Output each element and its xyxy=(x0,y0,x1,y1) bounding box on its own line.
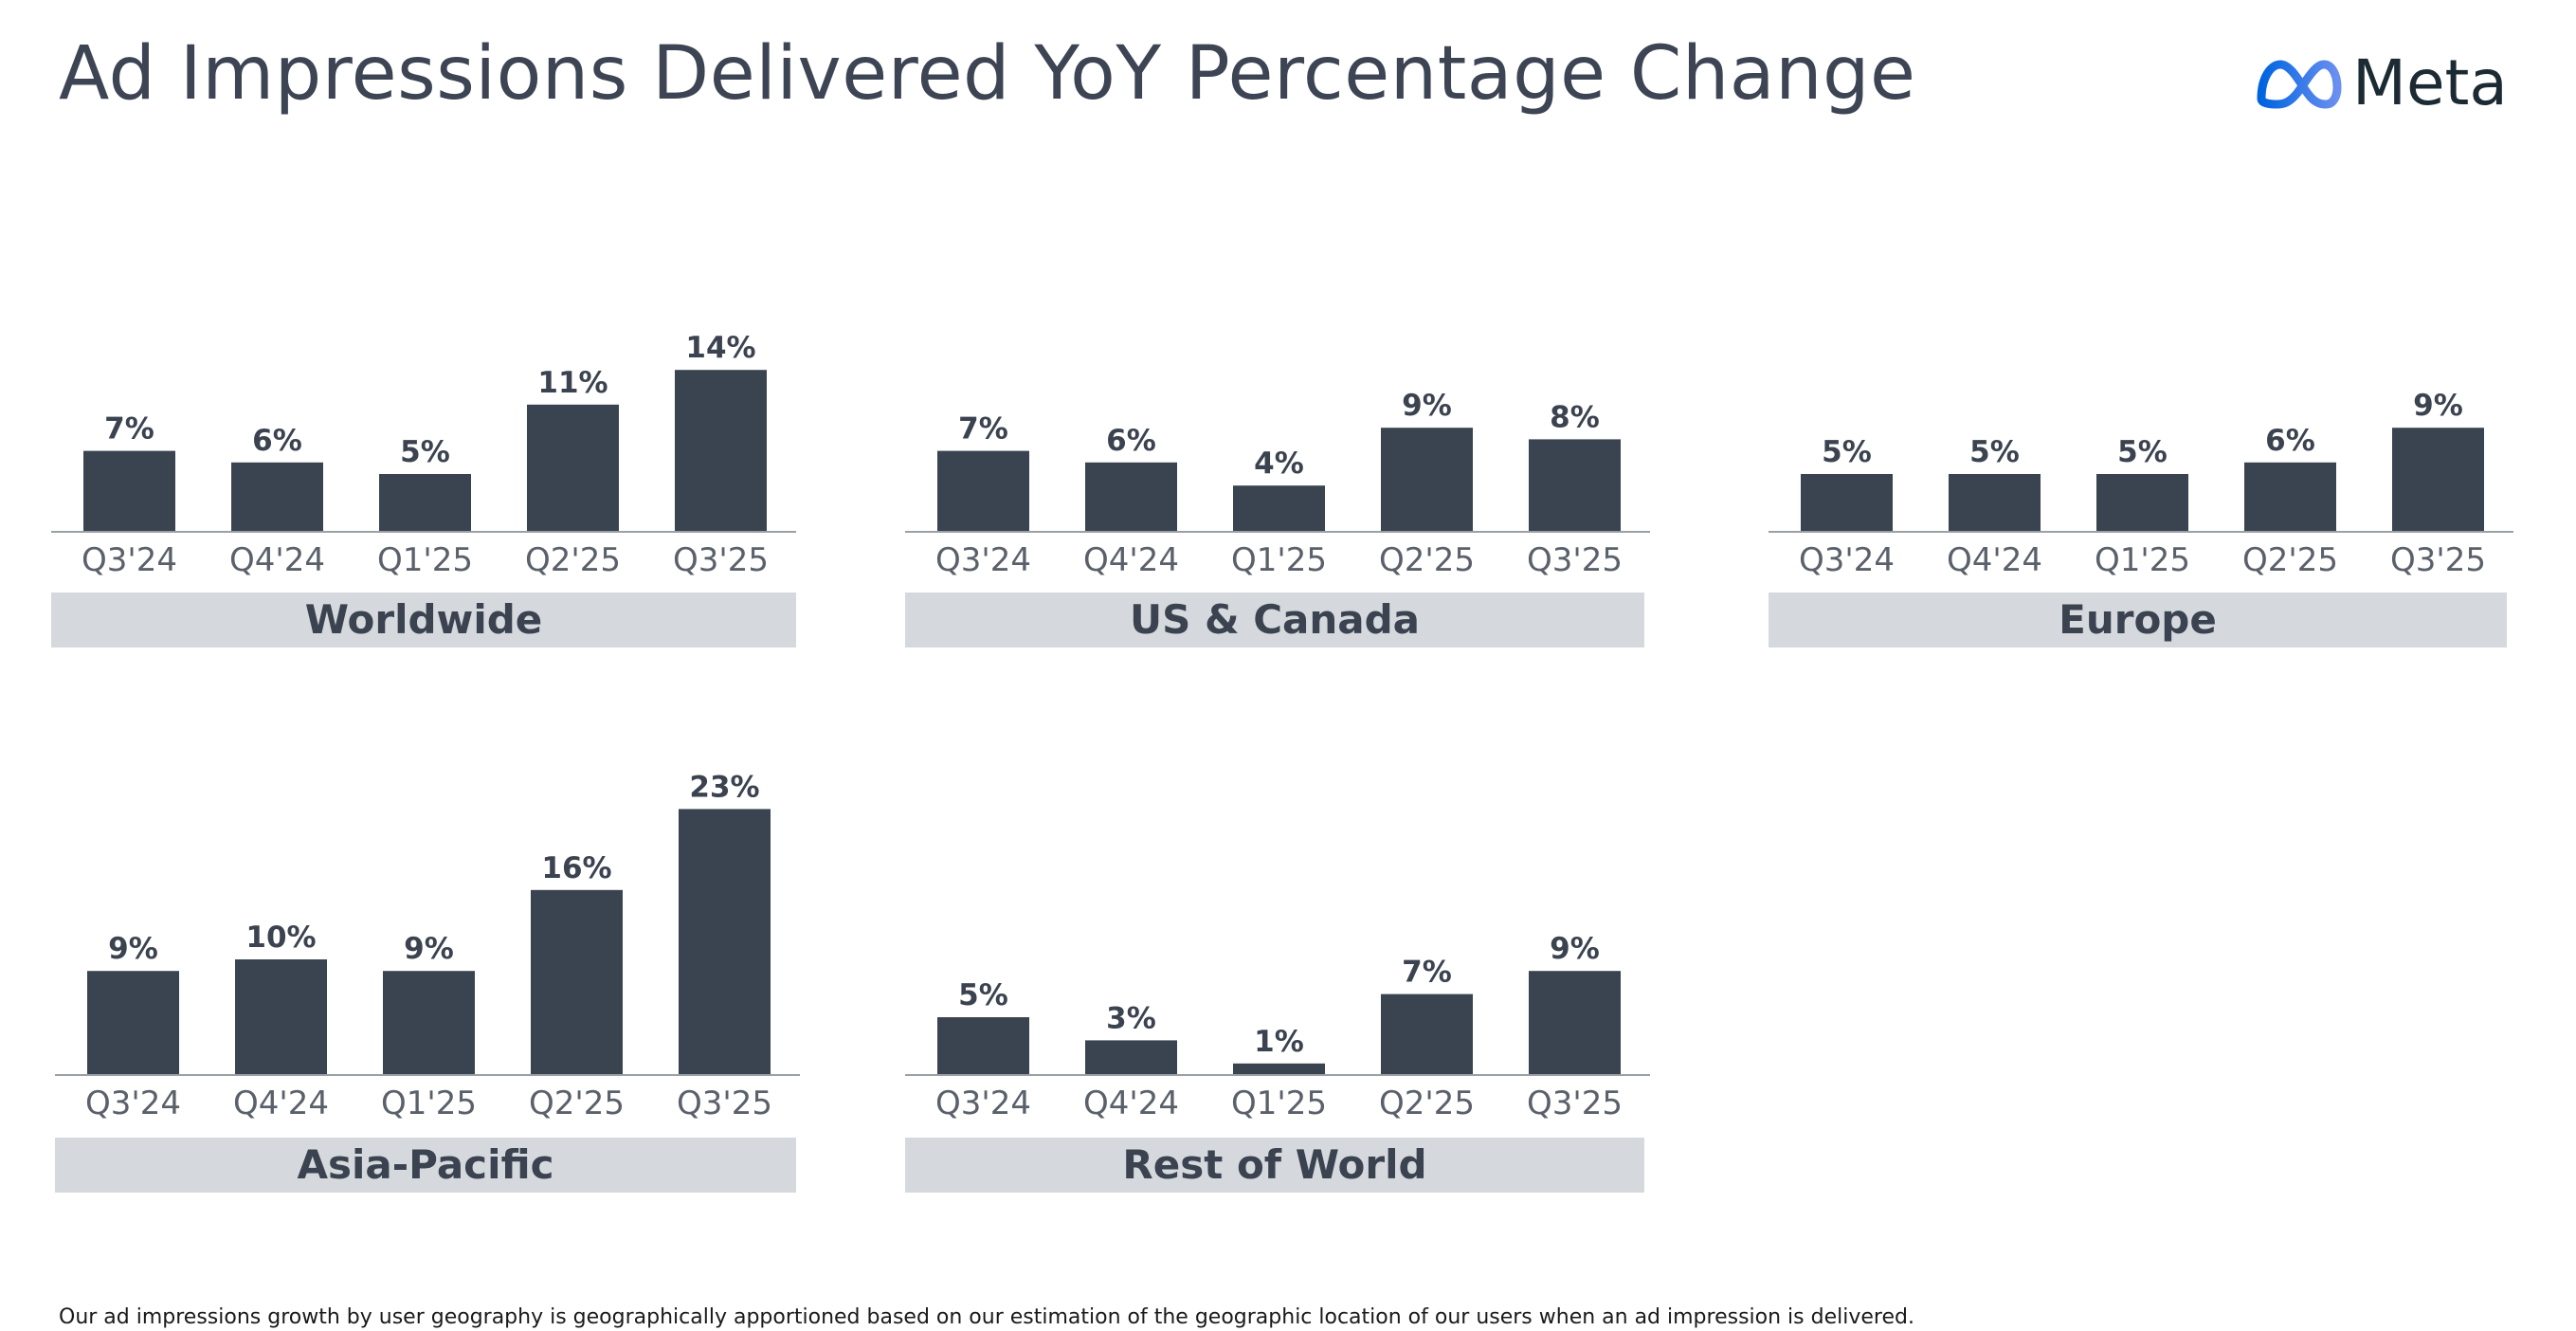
bar-europe-q2-25 xyxy=(2244,462,2336,532)
bar-us-canada-q3-25 xyxy=(1529,439,1621,532)
tick-label-asia-pacific-q3-24: Q3'24 xyxy=(85,1085,181,1122)
value-label-worldwide-q3-24: 7% xyxy=(104,412,154,447)
bar-rest-of-world-q3-24 xyxy=(937,1017,1029,1075)
panel-europe: 5% Q3'24 5% Q4'24 5% Q1'25 6% Q2'25 9% Q3'25 Euro… xyxy=(1769,104,2527,647)
bar-asia-pacific-q1-25 xyxy=(383,971,475,1075)
value-label-rest-of-world-q2-25: 7% xyxy=(1402,956,1452,990)
value-label-rest-of-world-q3-25: 9% xyxy=(1550,932,1600,966)
tick-label-us-canada-q3-24: Q3'24 xyxy=(935,541,1031,579)
value-label-us-canada-q3-24: 7% xyxy=(958,412,1008,447)
bar-europe-q4-24 xyxy=(1949,474,2041,532)
tick-label-europe-q3-24: Q3'24 xyxy=(1799,541,1895,579)
value-label-worldwide-q4-24: 6% xyxy=(252,424,302,458)
value-label-rest-of-world-q3-24: 5% xyxy=(958,978,1008,1012)
value-label-europe-q3-25: 9% xyxy=(2413,389,2463,423)
meta-logo: Meta xyxy=(2252,46,2508,121)
bar-worldwide-q4-24 xyxy=(231,462,323,532)
bar-europe-q3-25 xyxy=(2392,428,2484,532)
value-label-us-canada-q2-25: 9% xyxy=(1402,389,1452,423)
tick-label-rest-of-world-q1-25: Q1'25 xyxy=(1231,1085,1327,1122)
tick-label-europe-q4-24: Q4'24 xyxy=(1947,541,2042,579)
value-label-asia-pacific-q4-24: 10% xyxy=(245,921,316,955)
value-label-asia-pacific-q1-25: 9% xyxy=(404,932,454,966)
tick-label-europe-q2-25: Q2'25 xyxy=(2242,541,2338,579)
value-label-us-canada-q3-25: 8% xyxy=(1550,400,1600,434)
value-label-worldwide-q1-25: 5% xyxy=(400,435,450,469)
region-label-rest-of-world: Rest of World xyxy=(905,1138,1644,1193)
chart-worldwide: 7% Q3'24 6% Q4'24 5% Q1'25 11% Q2'25 14% Q3'25 xyxy=(51,331,796,579)
tick-label-us-canada-q4-24: Q4'24 xyxy=(1083,541,1179,579)
bar-europe-q3-24 xyxy=(1801,474,1893,532)
value-label-rest-of-world-q1-25: 1% xyxy=(1254,1025,1304,1059)
region-label-worldwide: Worldwide xyxy=(51,593,796,647)
bar-worldwide-q3-25 xyxy=(675,370,767,532)
bar-us-canada-q2-25 xyxy=(1381,428,1473,532)
value-label-us-canada-q4-24: 6% xyxy=(1106,424,1156,458)
tick-label-us-canada-q1-25: Q1'25 xyxy=(1231,541,1327,579)
tick-label-asia-pacific-q1-25: Q1'25 xyxy=(381,1085,477,1122)
tick-label-rest-of-world-q4-24: Q4'24 xyxy=(1083,1085,1179,1122)
chart-asia-pacific: 9% Q3'24 10% Q4'24 9% Q1'25 16% Q2'25 23% Q3'25 xyxy=(55,770,800,1122)
value-label-us-canada-q1-25: 4% xyxy=(1254,447,1304,481)
page-title: Ad Impressions Delivered YoY Percentage … xyxy=(59,31,1916,117)
tick-label-rest-of-world-q2-25: Q2'25 xyxy=(1379,1085,1475,1122)
value-label-europe-q4-24: 5% xyxy=(1969,435,2020,469)
tick-label-europe-q3-25: Q3'25 xyxy=(2390,541,2486,579)
tick-label-asia-pacific-q4-24: Q4'24 xyxy=(233,1085,329,1122)
value-label-worldwide-q2-25: 11% xyxy=(537,366,608,400)
region-label-asia-pacific: Asia-Pacific xyxy=(55,1138,796,1193)
chart-europe: 5% Q3'24 5% Q4'24 5% Q1'25 6% Q2'25 9% Q3'25 xyxy=(1769,389,2513,579)
bar-worldwide-q2-25 xyxy=(527,404,619,532)
bar-us-canada-q1-25 xyxy=(1233,485,1325,532)
bar-worldwide-q3-24 xyxy=(83,450,175,532)
value-label-asia-pacific-q3-24: 9% xyxy=(108,932,158,966)
bar-worldwide-q1-25 xyxy=(379,474,471,532)
bar-asia-pacific-q4-24 xyxy=(235,959,327,1075)
panel-rest-of-world: 5% Q3'24 3% Q4'24 1% Q1'25 7% Q2'25 9% Q3'25 Rest… xyxy=(905,647,1663,1193)
tick-label-worldwide-q2-25: Q2'25 xyxy=(525,541,621,579)
tick-label-worldwide-q4-24: Q4'24 xyxy=(229,541,325,579)
panel-worldwide: 7% Q3'24 6% Q4'24 5% Q1'25 11% Q2'25 14% Q3'25 Wo… xyxy=(51,104,809,647)
tick-label-us-canada-q2-25: Q2'25 xyxy=(1379,541,1475,579)
region-label-us-canada: US & Canada xyxy=(905,593,1644,647)
value-label-rest-of-world-q4-24: 3% xyxy=(1106,1001,1156,1035)
region-label-europe: Europe xyxy=(1769,593,2507,647)
value-label-europe-q3-24: 5% xyxy=(1822,435,1872,469)
bar-us-canada-q4-24 xyxy=(1085,462,1177,532)
footnote: Our ad impressions growth by user geogra… xyxy=(59,1305,1914,1329)
tick-label-us-canada-q3-25: Q3'25 xyxy=(1527,541,1623,579)
value-label-asia-pacific-q2-25: 16% xyxy=(541,851,611,885)
chart-us-canada: 7% Q3'24 6% Q4'24 4% Q1'25 9% Q2'25 8% Q3'25 xyxy=(905,389,1650,579)
chart-rest-of-world: 5% Q3'24 3% Q4'24 1% Q1'25 7% Q2'25 9% Q3'25 xyxy=(905,932,1650,1122)
value-label-europe-q1-25: 5% xyxy=(2117,435,2168,469)
panel-us-canada: 7% Q3'24 6% Q4'24 4% Q1'25 9% Q2'25 8% Q3'25 US &… xyxy=(905,104,1663,647)
bar-rest-of-world-q4-24 xyxy=(1085,1040,1177,1075)
tick-label-asia-pacific-q2-25: Q2'25 xyxy=(529,1085,625,1122)
tick-label-worldwide-q1-25: Q1'25 xyxy=(377,541,473,579)
tick-label-rest-of-world-q3-24: Q3'24 xyxy=(935,1085,1031,1122)
value-label-asia-pacific-q3-25: 23% xyxy=(689,770,759,804)
bar-us-canada-q3-24 xyxy=(937,450,1029,532)
tick-label-asia-pacific-q3-25: Q3'25 xyxy=(677,1085,772,1122)
tick-label-worldwide-q3-24: Q3'24 xyxy=(82,541,177,579)
tick-label-rest-of-world-q3-25: Q3'25 xyxy=(1527,1085,1623,1122)
bar-rest-of-world-q1-25 xyxy=(1233,1063,1325,1075)
bar-europe-q1-25 xyxy=(2096,474,2188,532)
bar-asia-pacific-q3-25 xyxy=(679,809,771,1075)
tick-label-europe-q1-25: Q1'25 xyxy=(2095,541,2190,579)
panel-asia-pacific: 9% Q3'24 10% Q4'24 9% Q1'25 16% Q2'25 23% Q3'25 A… xyxy=(55,647,813,1193)
value-label-worldwide-q3-25: 14% xyxy=(685,331,755,365)
bar-asia-pacific-q2-25 xyxy=(531,889,623,1075)
meta-logo-text: Meta xyxy=(2352,46,2508,119)
value-label-europe-q2-25: 6% xyxy=(2265,424,2315,458)
bar-rest-of-world-q2-25 xyxy=(1381,994,1473,1075)
bar-rest-of-world-q3-25 xyxy=(1529,971,1621,1075)
meta-infinity-icon xyxy=(2257,60,2342,109)
tick-label-worldwide-q3-25: Q3'25 xyxy=(673,541,769,579)
bar-asia-pacific-q3-24 xyxy=(87,971,179,1075)
